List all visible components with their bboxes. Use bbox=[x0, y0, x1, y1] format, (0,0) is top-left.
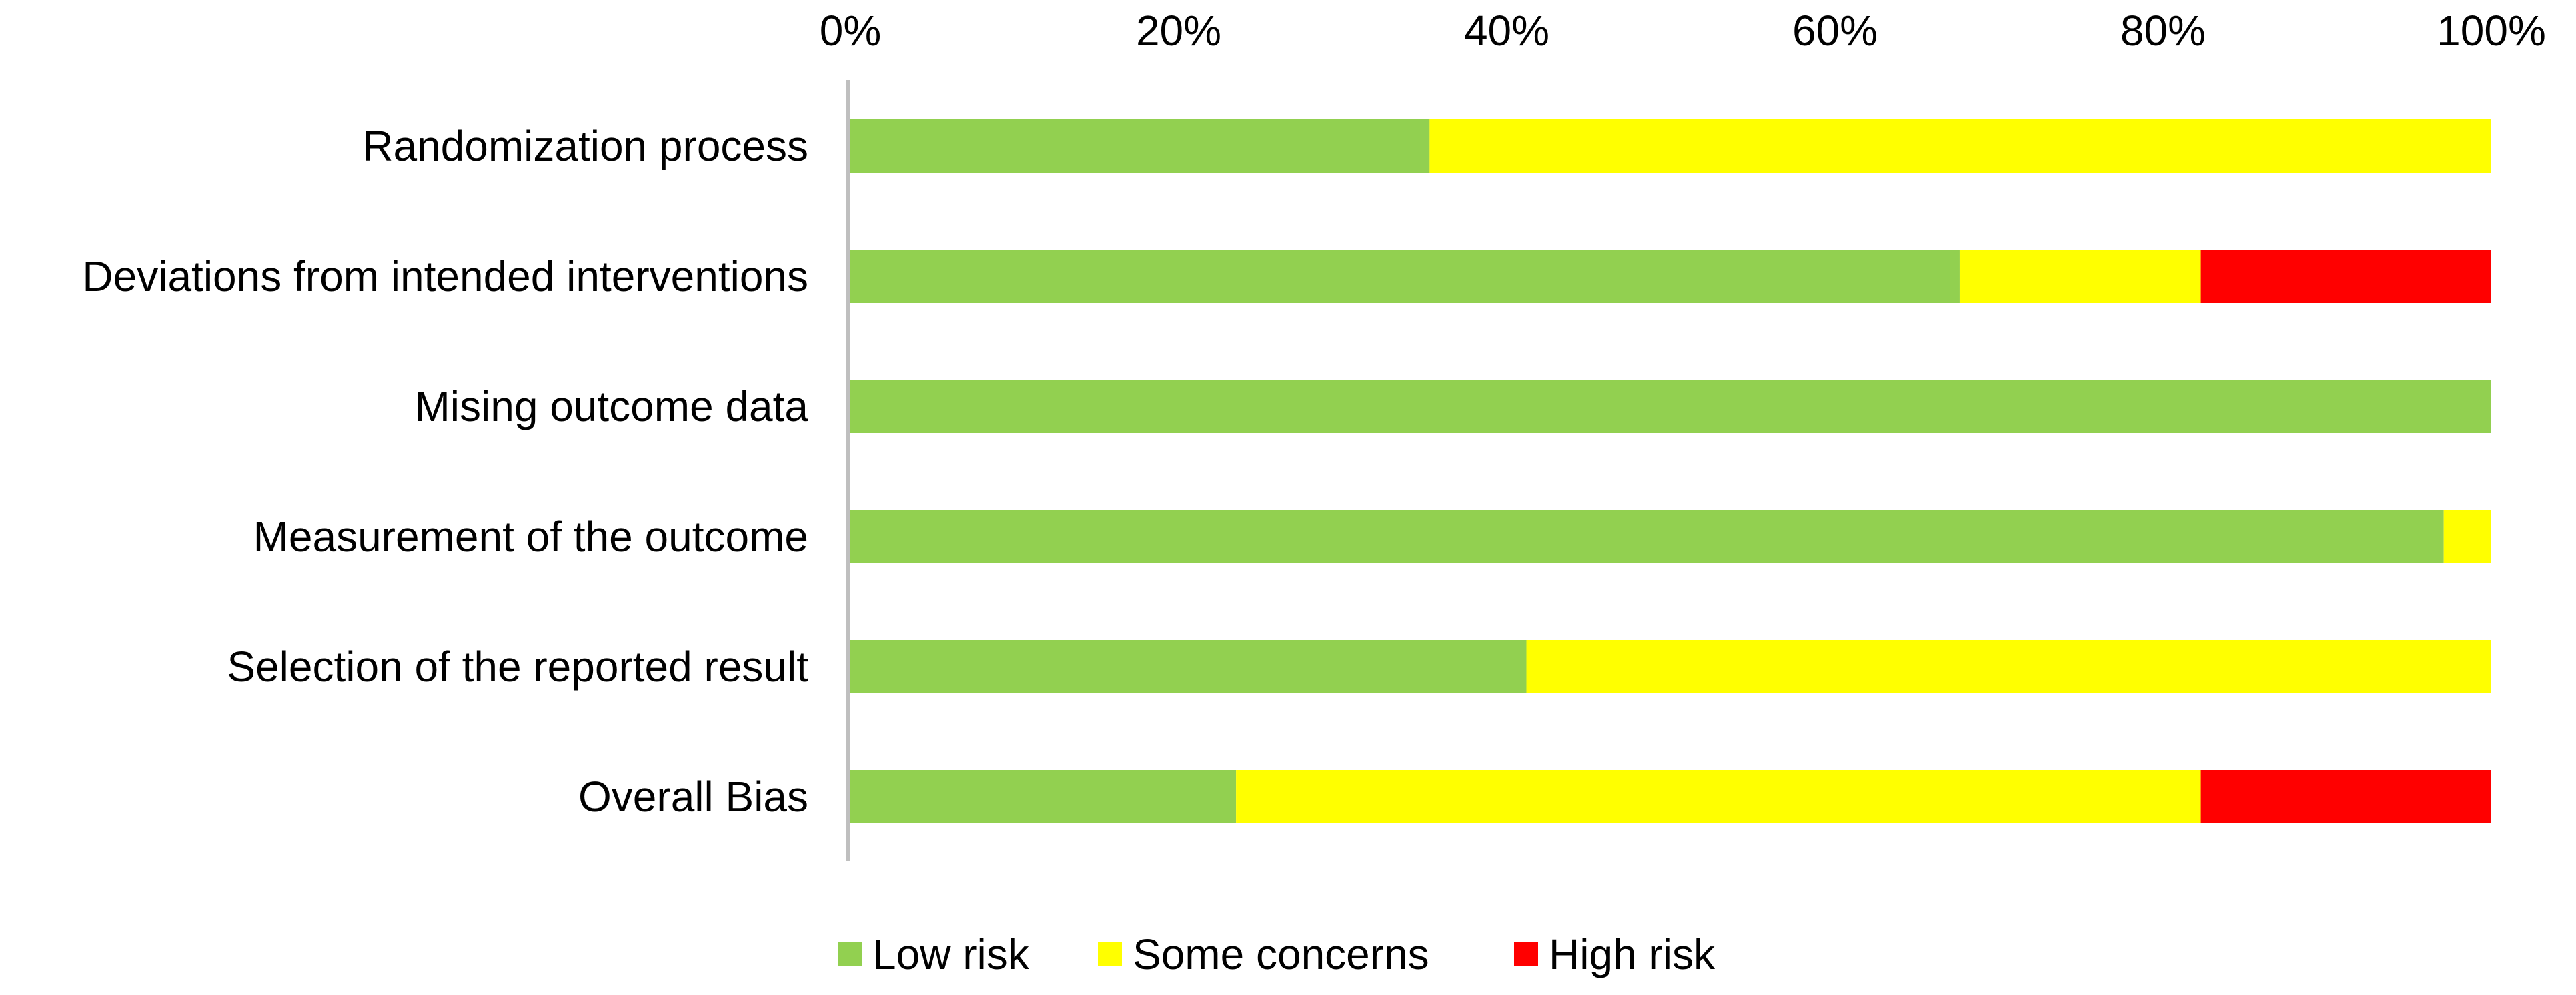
legend-swatch-some-concerns bbox=[1098, 942, 1122, 966]
x-tick-label: 40% bbox=[1464, 7, 1549, 55]
legend-label: High risk bbox=[1549, 930, 1716, 978]
x-tick-label: 0% bbox=[820, 7, 882, 55]
bar-segment-some-concerns bbox=[1526, 640, 2491, 693]
bar-segment-high-risk bbox=[2200, 250, 2491, 303]
bar-segment-some-concerns bbox=[2443, 510, 2491, 563]
bar-segment-low-risk bbox=[850, 770, 1237, 823]
x-axis-ticks: 0% 20% 40% 60% 80% 100% bbox=[820, 7, 2546, 55]
x-tick-label: 100% bbox=[2437, 7, 2546, 55]
category-label: Overall Bias bbox=[578, 773, 808, 821]
bar-segment-low-risk bbox=[850, 119, 1430, 173]
legend-label: Some concerns bbox=[1133, 930, 1429, 978]
category-label: Deviations from intended interventions bbox=[82, 252, 808, 300]
stacked-bars bbox=[850, 119, 2491, 823]
x-tick-label: 20% bbox=[1136, 7, 1221, 55]
category-label: Randomization process bbox=[362, 122, 808, 170]
legend-swatch-low-risk bbox=[838, 942, 862, 966]
legend-label: Low risk bbox=[872, 930, 1030, 978]
bar-segment-some-concerns bbox=[1429, 119, 2491, 173]
x-tick-label: 60% bbox=[1792, 7, 1878, 55]
legend-swatch-high-risk bbox=[1514, 942, 1538, 966]
bar-segment-high-risk bbox=[2200, 770, 2491, 823]
bar-segment-low-risk bbox=[850, 510, 2444, 563]
category-label: Measurement of the outcome bbox=[253, 513, 808, 561]
x-tick-label: 80% bbox=[2120, 7, 2206, 55]
legend: Low risk Some concerns High risk bbox=[838, 930, 1716, 978]
category-label: Selection of the reported result bbox=[227, 643, 808, 691]
bar-segment-some-concerns bbox=[1236, 770, 2201, 823]
category-label: Mising outcome data bbox=[414, 382, 808, 430]
bar-segment-low-risk bbox=[850, 380, 2491, 433]
category-labels: Randomization process Deviations from int… bbox=[82, 122, 808, 821]
bar-segment-low-risk bbox=[850, 250, 1960, 303]
bar-segment-some-concerns bbox=[1959, 250, 2201, 303]
bar-segment-low-risk bbox=[850, 640, 1527, 693]
